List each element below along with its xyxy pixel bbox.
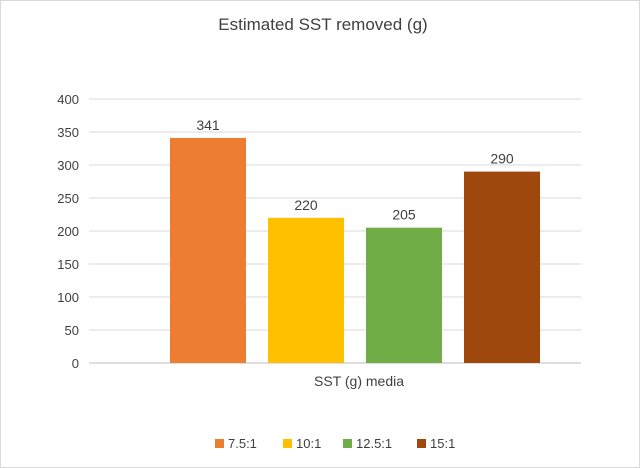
bar-10-1 xyxy=(268,217,344,363)
data-label: 220 xyxy=(294,197,318,213)
bar-15-1 xyxy=(464,171,540,363)
data-label: 341 xyxy=(196,117,220,133)
legend-swatch xyxy=(417,439,426,448)
y-tick-label: 150 xyxy=(57,257,79,272)
y-tick-label: 400 xyxy=(57,92,79,107)
legend-swatch xyxy=(343,439,352,448)
data-label: 290 xyxy=(490,151,514,167)
data-label: 205 xyxy=(392,207,416,223)
legend-swatch xyxy=(283,439,292,448)
bars xyxy=(170,137,540,363)
y-tick-label: 300 xyxy=(57,158,79,173)
y-axis-ticks: 0 50 100 150 200 250 300 350 400 xyxy=(57,92,79,371)
legend-label: 15:1 xyxy=(430,436,455,451)
y-tick-label: 250 xyxy=(57,191,79,206)
legend: 7.5:1 10:1 12.5:1 15:1 xyxy=(215,436,455,451)
y-tick-label: 0 xyxy=(72,356,79,371)
legend-label: 10:1 xyxy=(296,436,321,451)
x-axis-label: SST (g) media xyxy=(314,373,404,389)
bar-12-5-1 xyxy=(366,227,442,363)
y-tick-label: 100 xyxy=(57,290,79,305)
chart-title: Estimated SST removed (g) xyxy=(218,15,427,34)
legend-label: 7.5:1 xyxy=(228,436,257,451)
legend-swatch xyxy=(215,439,224,448)
bar-7-5-1 xyxy=(170,137,246,363)
y-tick-label: 350 xyxy=(57,125,79,140)
y-tick-label: 50 xyxy=(65,323,79,338)
y-tick-label: 200 xyxy=(57,224,79,239)
data-labels: 341 220 205 290 xyxy=(196,117,514,223)
legend-label: 12.5:1 xyxy=(356,436,392,451)
